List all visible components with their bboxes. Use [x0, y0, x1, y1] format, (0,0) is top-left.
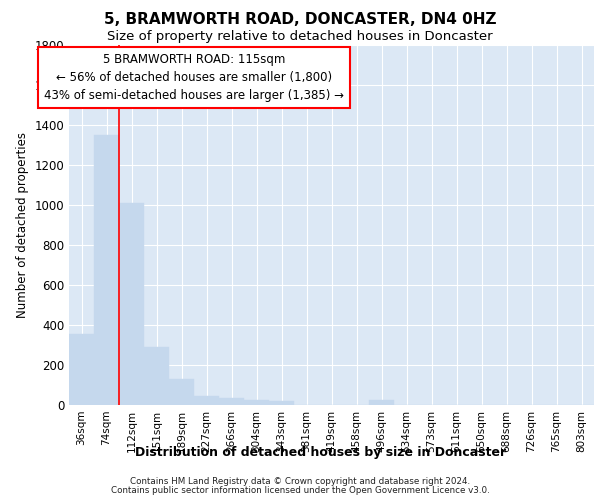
Y-axis label: Number of detached properties: Number of detached properties	[16, 132, 29, 318]
Bar	[219, 398, 244, 405]
Text: Distribution of detached houses by size in Doncaster: Distribution of detached houses by size …	[136, 446, 506, 459]
Bar	[194, 396, 219, 405]
Text: 5, BRAMWORTH ROAD, DONCASTER, DN4 0HZ: 5, BRAMWORTH ROAD, DONCASTER, DN4 0HZ	[104, 12, 496, 28]
Text: 5 BRAMWORTH ROAD: 115sqm
← 56% of detached houses are smaller (1,800)
43% of sem: 5 BRAMWORTH ROAD: 115sqm ← 56% of detach…	[44, 53, 344, 102]
Bar	[269, 401, 294, 405]
Bar	[119, 203, 144, 405]
Bar	[244, 400, 269, 405]
Bar	[369, 400, 394, 405]
Bar	[169, 379, 194, 405]
Text: Contains HM Land Registry data © Crown copyright and database right 2024.: Contains HM Land Registry data © Crown c…	[130, 477, 470, 486]
Bar	[144, 347, 169, 405]
Text: Size of property relative to detached houses in Doncaster: Size of property relative to detached ho…	[107, 30, 493, 43]
Bar	[94, 135, 119, 405]
Bar	[69, 334, 94, 405]
Text: Contains public sector information licensed under the Open Government Licence v3: Contains public sector information licen…	[110, 486, 490, 495]
